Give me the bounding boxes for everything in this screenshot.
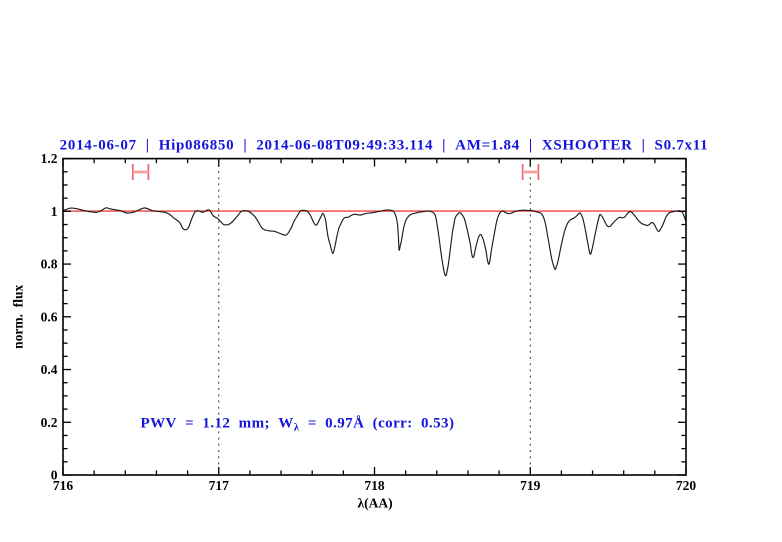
svg-text:0.6: 0.6 [41,309,58,324]
svg-text:719: 719 [520,478,541,493]
svg-text:0: 0 [51,468,58,483]
svg-text:1.2: 1.2 [41,151,58,166]
svg-text:716: 716 [53,478,74,493]
svg-text:1: 1 [51,204,58,219]
svg-text:718: 718 [364,478,385,493]
svg-text:0.8: 0.8 [41,257,58,272]
svg-text:norm. flux: norm. flux [11,284,26,348]
svg-text:0.4: 0.4 [41,362,58,377]
svg-text:PWV = 1.12 mm; Wλ = 0.97: PWV = 1.12 mm; Wλ = 0.97Å (corr: 0.53) [141,416,455,434]
svg-text:λ(AA): λ(AA) [357,496,392,511]
svg-text:0.2: 0.2 [41,415,58,430]
svg-text:717: 717 [209,478,230,493]
svg-text:2014-06-07 | Hip086850 | 2: 2014-06-07 | Hip086850 | 2014-06-08T09:4… [60,138,709,154]
svg-text:720: 720 [676,478,697,493]
